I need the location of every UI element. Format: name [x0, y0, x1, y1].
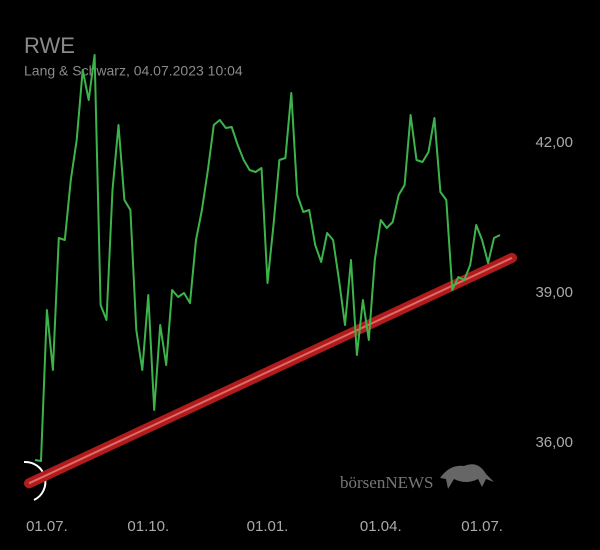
- chart-subtitle: Lang & Schwarz, 04.07.2023 10:04: [24, 63, 243, 79]
- price-line: [34, 54, 501, 462]
- y-tick-label: 42,00: [535, 134, 573, 151]
- x-tick-label: 01.10.: [127, 518, 169, 535]
- chart-title: RWE: [24, 33, 75, 58]
- watermark: börsenNEWS: [340, 473, 433, 492]
- trend-line: [28, 256, 513, 485]
- watermark-bull: [440, 464, 494, 489]
- x-tick-label: 01.07.: [26, 518, 68, 535]
- y-tick-label: 39,00: [535, 284, 573, 301]
- x-tick-label: 01.01.: [247, 518, 289, 535]
- x-tick-label: 01.07.: [461, 518, 503, 535]
- y-tick-label: 36,00: [535, 434, 573, 451]
- x-tick-label: 01.04.: [360, 518, 402, 535]
